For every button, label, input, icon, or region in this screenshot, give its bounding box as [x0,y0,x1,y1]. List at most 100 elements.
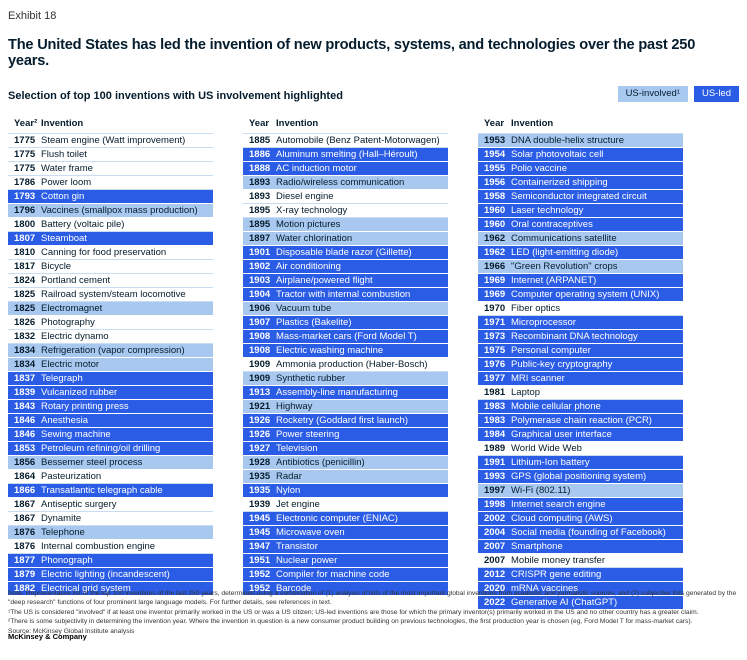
invention-row: 1864 Pasteurization [8,470,213,485]
table-column-2: Year Invention 1885 Automobile (Benz Pate… [243,116,448,610]
invention-row: 1939 Jet engine [243,498,448,513]
invention-cell: Electric washing machine [276,345,384,357]
invention-cell: Electrical grid system [41,583,131,595]
year-cell: 1901 [249,247,271,259]
invention-cell: Microprocessor [511,317,576,329]
year-cell: 1908 [249,331,271,343]
year-cell: 1913 [249,387,271,399]
invention-row: 1954 Solar photovoltaic cell [478,148,683,163]
year-cell: 1893 [249,191,271,203]
invention-row: 1969 Computer operating system (UNIX) [478,288,683,303]
invention-cell: Highway [276,401,313,413]
invention-cell: Containerized shipping [511,177,608,189]
legend-us-led: US-led [693,86,739,103]
invention-row: 1876 Internal combustion engine [8,540,213,555]
invention-row: 1966 "Green Revolution" crops [478,260,683,275]
invention-cell: Microwave oven [276,527,345,539]
invention-row: 1906 Vacuum tube [243,302,448,317]
invention-row: 1952 Barcode [243,582,448,597]
invention-row: 1998 Internet search engine [478,498,683,513]
year-cell: 1970 [484,303,506,315]
column-rows: 1885 Automobile (Benz Patent-Motorwagen) 1… [243,133,448,597]
invention-row: 1895 Motion pictures [243,218,448,233]
year-cell: 1895 [249,219,271,231]
invention-cell: Disposable blade razor (Gillette) [276,247,412,259]
invention-cell: Radar [276,471,302,483]
invention-cell: Electric dynamo [41,331,109,343]
invention-row: 1962 LED (light-emitting diode) [478,246,683,261]
invention-row: 1807 Steamboat [8,232,213,247]
invention-row: 2012 CRISPR gene editing [478,568,683,583]
invention-row: 2007 Smartphone [478,540,683,555]
invention-row: 1775 Steam engine (Watt improvement) [8,134,213,149]
invention-row: 1877 Phonograph [8,554,213,569]
invention-cell: Jet engine [276,499,320,511]
year-cell: 1960 [484,219,506,231]
year-cell: 1958 [484,191,506,203]
invention-row: 1993 GPS (global positioning system) [478,470,683,485]
year-cell: 1867 [14,513,36,525]
year-cell: 1926 [249,429,271,441]
invention-cell: Telegraph [41,373,83,385]
year-cell: 1960 [484,205,506,217]
year-cell: 1906 [249,303,271,315]
invention-cell: Polymerase chain reaction (PCR) [511,415,652,427]
invention-row: 1839 Vulcanized rubber [8,386,213,401]
invention-cell: Semiconductor integrated circuit [511,191,647,203]
invention-row: 1886 Aluminum smelting (Hall–Héroult) [243,148,448,163]
exhibit-label: Exhibit 18 [8,10,57,22]
invention-cell: Tractor with internal combustion [276,289,411,301]
year-cell: 1928 [249,457,271,469]
invention-row: 1953 DNA double-helix structure [478,134,683,149]
invention-cell: Battery (voltaic pile) [41,219,125,231]
year-cell: 1824 [14,275,36,287]
invention-cell: Recombinant DNA technology [511,331,638,343]
note-text: Note: Representative list of the top 100… [8,590,737,607]
year-cell: 2002 [484,513,506,525]
year-cell: 1800 [14,219,36,231]
invention-row: 1928 Antibiotics (penicillin) [243,456,448,471]
invention-cell: Radio/wireless communication [276,177,405,189]
year-cell: 1926 [249,415,271,427]
invention-cell: Sewing machine [41,429,111,441]
year-cell: 1939 [249,499,271,511]
invention-cell: Solar photovoltaic cell [511,149,604,161]
invention-row: 1893 Radio/wireless communication [243,176,448,191]
year-cell: 1843 [14,401,36,413]
invention-cell: Internal combustion engine [41,541,156,553]
year-cell: 1971 [484,317,506,329]
invention-cell: Cloud computing (AWS) [511,513,613,525]
invention-cell: Bessemer steel process [41,457,143,469]
invention-row: 1888 AC induction motor [243,162,448,177]
invention-cell: Water chlorination [276,233,353,245]
invention-cell: Oral contraceptives [511,219,593,231]
year-cell: 1956 [484,177,506,189]
invention-cell: Rotary printing press [41,401,129,413]
year-cell: 1993 [484,471,506,483]
invention-row: 1921 Highway [243,400,448,415]
invention-row: 1901 Disposable blade razor (Gillette) [243,246,448,261]
year-cell: 1864 [14,471,36,483]
year-cell: 1969 [484,275,506,287]
invention-cell: Airplane/powered flight [276,275,373,287]
invention-row: 1909 Synthetic rubber [243,372,448,387]
invention-row: 1825 Electromagnet [8,302,213,317]
invention-cell: Pasteurization [41,471,102,483]
invention-cell: Mobile cellular phone [511,401,601,413]
invention-row: 1796 Vaccines (smallpox mass production) [8,204,213,219]
invention-row: 2007 Mobile money transfer [478,554,683,569]
invention-row: 1927 Television [243,442,448,457]
invention-cell: Water frame [41,163,93,175]
mckinsey-brand: McKinsey & Company [8,632,87,641]
invention-cell: Communications satellite [511,233,617,245]
invention-row: 1960 Oral contraceptives [478,218,683,233]
invention-cell: Nylon [276,485,301,497]
invention-cell: Mobile money transfer [511,555,605,567]
invention-row: 1837 Telegraph [8,372,213,387]
invention-cell: Plastics (Bakelite) [276,317,352,329]
column-header: Year Invention [478,116,683,130]
year-cell: 1866 [14,485,36,497]
invention-cell: Nuclear power [276,555,338,567]
invention-cell: Television [276,443,318,455]
year-cell: 1909 [249,359,271,371]
